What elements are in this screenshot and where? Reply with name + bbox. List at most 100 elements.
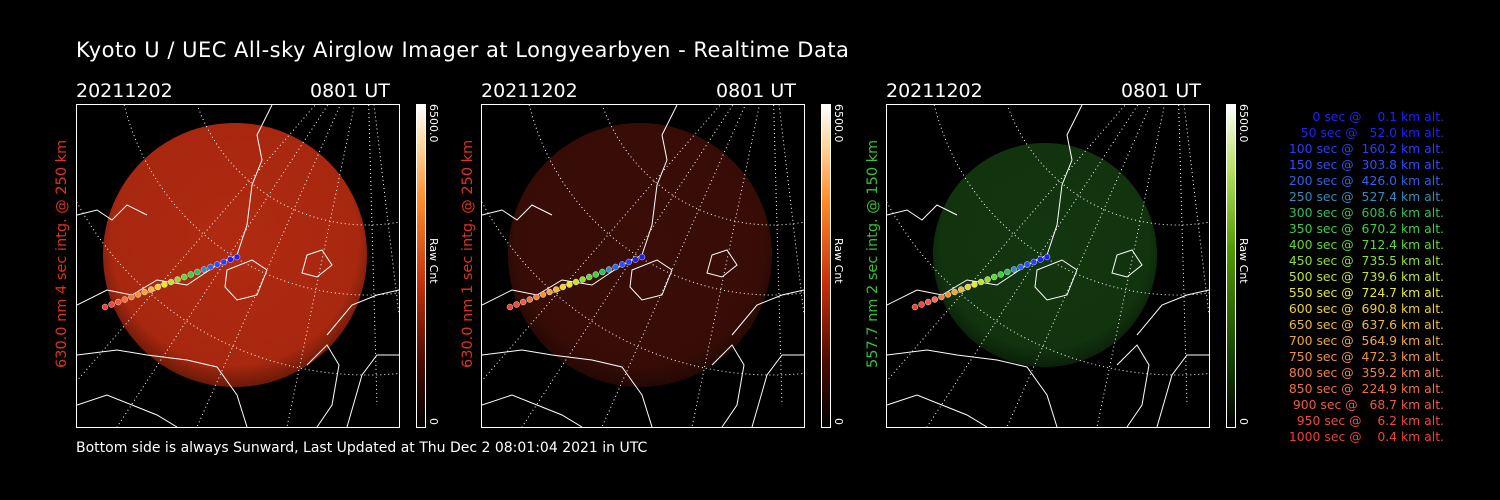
- legend-row: 650 sec @ 637.6 km alt.: [1288, 317, 1444, 332]
- legend-row: 700 sec @ 564.9 km alt.: [1288, 333, 1444, 348]
- trajectory-point: [605, 266, 613, 273]
- trajectory-point: [638, 253, 646, 261]
- trajectory-point: [520, 298, 527, 306]
- panel-2-wavelength-label: 630.0 nm 1 sec intg. @ 250 km: [460, 139, 476, 368]
- trajectory-point: [951, 288, 958, 296]
- legend-row: 900 sec @ 68.7 km alt.: [1292, 397, 1444, 412]
- legend-row: 50 sec @ 52.0 km alt.: [1300, 125, 1444, 140]
- panel-1-colorbar-unit: Raw Cnt: [427, 238, 440, 284]
- trajectory-point: [990, 273, 998, 281]
- trajectory-point: [911, 303, 919, 311]
- panel-3-date: 20211202: [886, 80, 983, 102]
- legend-row: 200 sec @ 426.0 km alt.: [1288, 173, 1444, 188]
- coastline: [77, 105, 399, 427]
- legend-row: 1000 sec @ 0.4 km alt.: [1288, 429, 1444, 444]
- panel-3-colorbar-unit: Raw Cnt: [1237, 238, 1250, 284]
- trajectory-point: [213, 261, 221, 268]
- legend-row: 450 sec @ 735.5 km alt.: [1288, 253, 1444, 268]
- page-title: Kyoto U / UEC All-sky Airglow Imager at …: [76, 38, 850, 62]
- panel-3-allsky-image: [886, 104, 1210, 428]
- legend-row: 100 sec @ 160.2 km alt.: [1288, 141, 1444, 156]
- trajectory-point: [938, 293, 945, 301]
- panel-2-colorbar-max: 6500.0: [832, 104, 845, 143]
- trajectory-point: [227, 256, 234, 263]
- trajectory-point: [161, 281, 168, 288]
- panel-3-wavelength-label: 557.7 nm 2 sec intg. @ 150 km: [865, 139, 881, 368]
- coastline: [887, 105, 1209, 427]
- trajectory-point: [167, 278, 175, 286]
- trajectory-point: [147, 286, 155, 293]
- trajectory-point: [1004, 268, 1011, 276]
- trajectory-point: [141, 288, 148, 296]
- trajectory-point: [1043, 253, 1051, 261]
- trajectory-point: [585, 273, 593, 281]
- trajectory-point: [566, 281, 573, 288]
- trajectory-point: [1017, 263, 1024, 271]
- allsky-map-svg: [77, 105, 399, 427]
- footer-note: Bottom side is always Sunward, Last Upda…: [76, 440, 648, 456]
- panel-2-colorbar: [821, 104, 831, 428]
- trajectory-point: [612, 263, 619, 271]
- trajectory-point: [207, 263, 214, 271]
- trajectory-point: [546, 288, 553, 296]
- trajectory-point: [552, 286, 560, 293]
- panel-1-allsky-image: [76, 104, 400, 428]
- trajectory-point: [572, 278, 580, 286]
- legend-row: 150 sec @ 303.8 km alt.: [1288, 157, 1444, 172]
- trajectory-point: [154, 283, 162, 291]
- legend-row: 300 sec @ 608.6 km alt.: [1288, 205, 1444, 220]
- trajectory-point: [579, 276, 586, 283]
- coastline: [482, 105, 804, 427]
- panel-2-allsky-image: [481, 104, 805, 428]
- trajectory-point: [618, 261, 626, 268]
- trajectory-point: [625, 258, 633, 266]
- trajectory-point: [180, 273, 188, 281]
- panel-1-time: 0801 UT: [310, 80, 390, 102]
- legend-row: 500 sec @ 739.6 km alt.: [1288, 269, 1444, 284]
- legend-row: 0 sec @ 0.1 km alt.: [1312, 109, 1444, 124]
- trajectory-point: [506, 303, 514, 311]
- allsky-map-svg: [887, 105, 1209, 427]
- legend-row: 800 sec @ 359.2 km alt.: [1288, 365, 1444, 380]
- trajectory-point: [957, 286, 965, 293]
- legend-row: 950 sec @ 6.2 km alt.: [1296, 413, 1444, 428]
- panel-2-time: 0801 UT: [716, 80, 796, 102]
- trajectory-point: [115, 298, 122, 306]
- trajectory-point: [925, 298, 932, 306]
- trajectory-point: [121, 296, 128, 303]
- trajectory-point: [592, 271, 600, 278]
- trajectory-point: [526, 296, 533, 303]
- trajectory-point: [971, 281, 978, 288]
- trajectory-point: [918, 301, 925, 308]
- panel-1-date: 20211202: [76, 80, 173, 102]
- trajectory-point: [599, 268, 606, 276]
- trajectory-point: [194, 268, 201, 276]
- trajectory-point: [187, 271, 195, 278]
- panel-3-time: 0801 UT: [1121, 80, 1201, 102]
- trajectory-point: [1023, 261, 1031, 268]
- panel-1-colorbar-max: 6500.0: [427, 104, 440, 143]
- trajectory-point: [944, 291, 952, 298]
- trajectory-point: [1010, 266, 1018, 273]
- trajectory-point: [997, 271, 1005, 278]
- trajectory-point: [513, 301, 520, 308]
- trajectory-point: [200, 266, 208, 273]
- legend-row: 600 sec @ 690.8 km alt.: [1288, 301, 1444, 316]
- trajectory-point: [220, 258, 228, 266]
- legend-row: 750 sec @ 472.3 km alt.: [1288, 349, 1444, 364]
- panel-1-colorbar-min: 0: [427, 418, 440, 425]
- legend-row: 250 sec @ 527.4 km alt.: [1288, 189, 1444, 204]
- panel-3-colorbar-min: 0: [1237, 418, 1250, 425]
- trajectory-point: [964, 283, 972, 291]
- trajectory-point: [539, 291, 547, 298]
- trajectory-point: [559, 283, 567, 291]
- trajectory-point: [632, 256, 639, 263]
- trajectory-point: [101, 303, 109, 311]
- panel-3-colorbar: [1226, 104, 1236, 428]
- legend-row: 550 sec @ 724.7 km alt.: [1288, 285, 1444, 300]
- panel-2-colorbar-unit: Raw Cnt: [832, 238, 845, 284]
- trajectory-point: [977, 278, 985, 286]
- trajectory-point: [128, 293, 135, 301]
- trajectory-point: [1030, 258, 1038, 266]
- trajectory-point: [1037, 256, 1044, 263]
